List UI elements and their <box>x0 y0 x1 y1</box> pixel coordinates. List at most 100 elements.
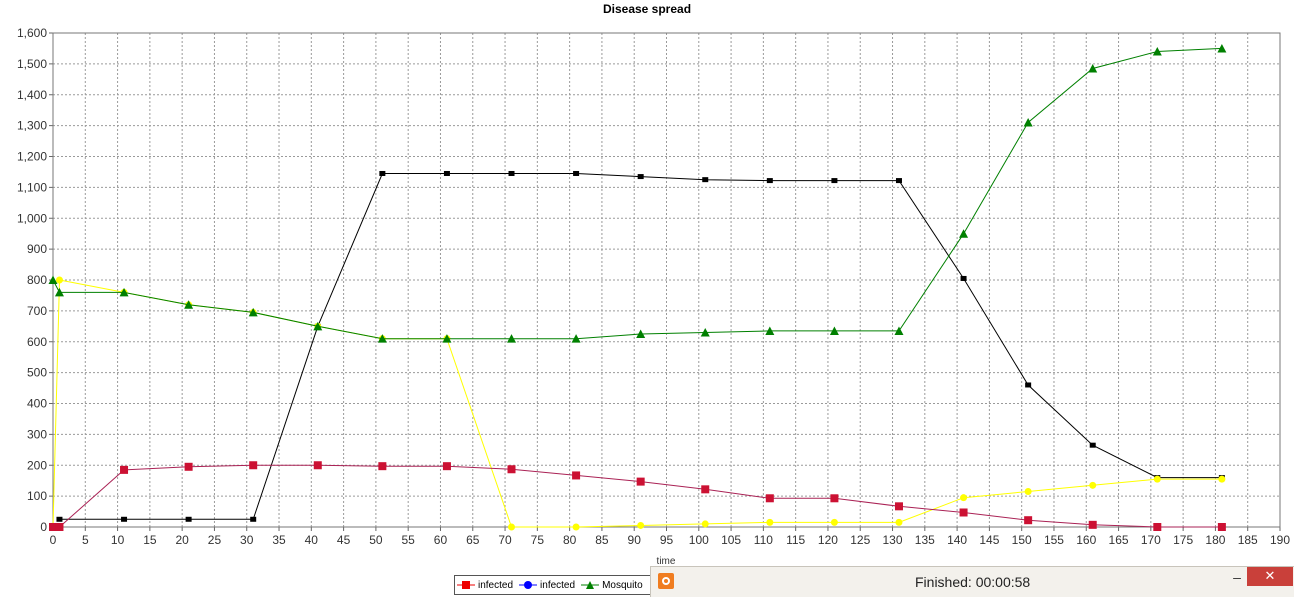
x-tick-label: 165 <box>1109 533 1129 547</box>
x-axis-label: time <box>657 556 676 567</box>
x-tick-label: 110 <box>754 533 773 547</box>
data-point <box>960 494 968 502</box>
data-point <box>184 462 193 471</box>
data-point <box>1024 487 1032 495</box>
data-point <box>250 516 257 522</box>
x-tick-label: 100 <box>689 533 709 547</box>
x-tick-label: 140 <box>947 533 967 547</box>
x-tick-label: 5 <box>82 533 89 547</box>
data-point <box>1217 523 1226 531</box>
data-point <box>1089 442 1096 448</box>
data-point <box>49 523 57 531</box>
minimize-button[interactable]: – <box>1233 569 1241 585</box>
x-tick-label: 150 <box>1012 533 1032 547</box>
x-tick-label: 130 <box>883 533 903 547</box>
legend-item-mosquito: Mosquito <box>581 580 643 591</box>
data-point <box>377 334 387 343</box>
data-point <box>573 170 580 176</box>
y-tick-label: 0 <box>40 520 47 534</box>
legend-label: Mosquito <box>602 579 643 591</box>
data-point <box>508 170 515 176</box>
data-point <box>120 465 129 474</box>
y-tick-label: 300 <box>27 427 47 441</box>
data-point <box>830 494 839 503</box>
data-point <box>895 178 902 184</box>
data-point <box>636 477 645 486</box>
x-tick-label: 105 <box>721 533 741 547</box>
data-point <box>48 275 58 284</box>
data-point <box>1025 382 1032 388</box>
data-point <box>960 275 967 281</box>
x-tick-label: 95 <box>660 533 674 547</box>
data-point <box>700 327 710 337</box>
data-point <box>701 520 709 528</box>
data-point <box>443 170 450 176</box>
data-point <box>830 518 838 526</box>
legend-label: infected <box>478 579 514 591</box>
legend-square-marker-icon <box>457 581 475 589</box>
x-tick-label: 125 <box>850 533 870 547</box>
y-tick-label: 500 <box>27 366 47 380</box>
data-point <box>119 287 129 297</box>
data-point <box>702 177 709 183</box>
y-tick-label: 900 <box>27 242 47 256</box>
y-tick-label: 800 <box>27 273 47 287</box>
x-tick-label: 30 <box>240 533 254 547</box>
data-point <box>55 276 63 284</box>
data-point <box>1218 475 1226 483</box>
x-tick-label: 155 <box>1044 533 1064 547</box>
x-tick-label: 40 <box>305 533 319 547</box>
data-point <box>378 462 387 471</box>
data-point <box>1089 481 1097 489</box>
legend: infected infected Mosquito <box>454 575 658 595</box>
x-tick-label: 25 <box>208 533 222 547</box>
legend-circle-marker-icon <box>519 581 538 589</box>
x-tick-label: 120 <box>818 533 838 547</box>
status-window: Finished: 00:00:58 – ✕ <box>650 566 1294 597</box>
data-point <box>959 508 968 517</box>
data-point <box>507 465 516 474</box>
x-tick-label: 15 <box>143 533 157 547</box>
x-tick-label: 145 <box>979 533 999 547</box>
x-tick-label: 50 <box>369 533 383 547</box>
data-point <box>895 518 903 526</box>
data-point <box>442 462 451 471</box>
close-button[interactable]: ✕ <box>1247 567 1293 586</box>
data-point <box>121 516 128 522</box>
legend-triangle-marker-icon <box>581 581 600 589</box>
axes: 0 5 10 15 20 25 30 35 40 45 50 55 60 65 70 75 80 85 90 95 10… <box>17 26 1290 547</box>
data-point <box>1153 523 1162 531</box>
legend-item-infected-red: infected <box>457 580 513 591</box>
status-text: Finished: 00:00:58 <box>915 574 1031 590</box>
x-tick-label: 175 <box>1173 533 1193 547</box>
x-tick-label: 80 <box>563 533 577 547</box>
series-2 <box>49 461 1226 531</box>
y-tick-label: 1,100 <box>17 180 47 194</box>
grid-lines <box>53 33 1280 527</box>
y-tick-label: 1,500 <box>17 57 47 71</box>
data-point <box>1153 475 1161 483</box>
legend-label: infected <box>540 579 576 591</box>
data-point <box>571 334 581 343</box>
x-tick-label: 180 <box>1205 533 1225 547</box>
series-0 <box>56 170 1225 522</box>
data-point <box>637 174 644 180</box>
series-layer <box>48 43 1227 531</box>
data-point <box>765 326 775 335</box>
data-point <box>55 523 64 531</box>
data-point <box>1088 64 1098 73</box>
data-point <box>894 326 904 335</box>
data-point <box>185 516 192 522</box>
data-point <box>1217 43 1227 53</box>
data-point <box>637 521 645 529</box>
x-tick-label: 185 <box>1238 533 1258 547</box>
x-tick-label: 170 <box>1141 533 1161 547</box>
data-point <box>508 523 516 531</box>
y-tick-label: 200 <box>27 458 47 472</box>
x-tick-label: 60 <box>434 533 448 547</box>
x-tick-label: 35 <box>272 533 286 547</box>
x-tick-label: 75 <box>531 533 545 547</box>
data-point <box>1023 118 1033 127</box>
series-line <box>53 464 1222 528</box>
